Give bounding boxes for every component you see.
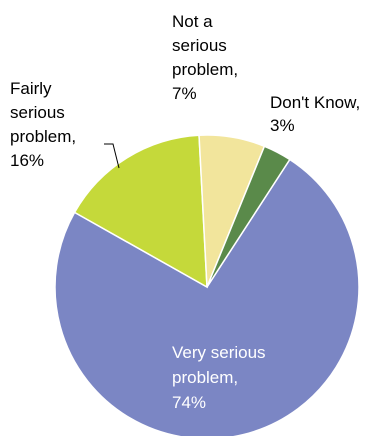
label-not-serious-line: problem,: [172, 60, 238, 79]
label-very-serious-line: 74%: [172, 393, 206, 412]
label-very-serious-line: problem,: [172, 368, 238, 387]
label-very-serious-line: Very serious: [172, 343, 266, 362]
label-fairly-serious: Fairly serious problem, 16%: [10, 79, 76, 170]
pie-slices: [54, 134, 360, 436]
label-fairly-serious-line: serious: [10, 103, 65, 122]
label-fairly-serious-line: Fairly: [10, 79, 52, 98]
label-fairly-serious-line: 16%: [10, 151, 44, 170]
label-not-serious-line: 7%: [172, 84, 197, 103]
leader-line-fairly-serious: [104, 143, 120, 169]
slice-fairly-serious: [73, 134, 208, 289]
label-dont-know-line: Don't Know,: [270, 93, 360, 112]
label-not-serious: Not a serious problem, 7%: [172, 12, 238, 103]
slice-labels: Very serious problem, 74% Fairly serious prob…: [10, 12, 360, 412]
label-dont-know: Don't Know, 3%: [270, 93, 360, 135]
slice-dont-know: [206, 145, 291, 288]
label-fairly-serious-line: problem,: [10, 127, 76, 146]
leader-lines: [104, 143, 120, 169]
label-not-serious-line: serious: [172, 36, 227, 55]
label-very-serious: Very serious problem, 74%: [172, 343, 266, 412]
label-not-serious-line: Not a: [172, 12, 213, 31]
slice-very-serious: [54, 158, 360, 436]
label-dont-know-line: 3%: [270, 116, 295, 135]
